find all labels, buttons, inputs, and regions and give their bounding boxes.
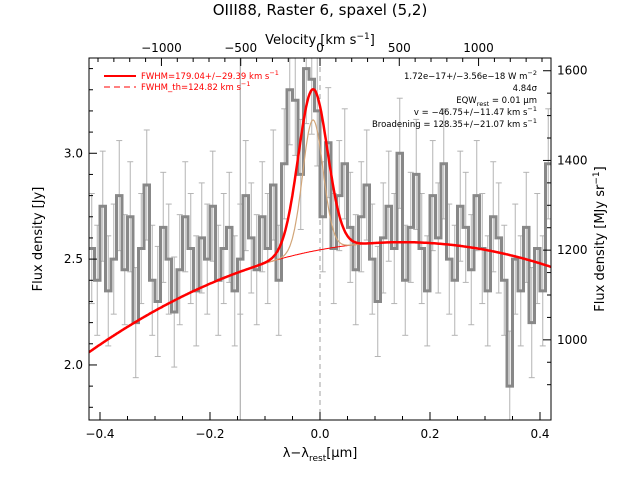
right-tick-label: 1000	[557, 333, 588, 347]
y-tick-label: 2.5	[64, 252, 83, 266]
data-histogram	[89, 67, 551, 388]
y-tick-label: 3.0	[64, 146, 83, 160]
top-axis-label: Velocity [km s−1]	[265, 32, 375, 48]
annotation-velocity: v = −46.75+/−11.47 km s−1	[414, 105, 537, 118]
top-tick-label: 1000	[463, 41, 494, 55]
y-right-axis-label: Flux density [MJy sr−1]	[592, 166, 608, 311]
legend-entry-fwhm: FWHM=179.04+/−29.39 km s−1	[141, 69, 279, 82]
top-tick-label: −1000	[141, 41, 182, 55]
fit-annotations: 1.72e−17+/−3.56e−18 W m−2 4.84σ EQWrest …	[372, 69, 538, 130]
x-tick-label: −0.2	[195, 427, 224, 441]
top-tick-label: 500	[388, 41, 411, 55]
top-tick-label: −500	[224, 41, 257, 55]
chart-title: OIII88, Raster 6, spaxel (5,2)	[213, 1, 428, 19]
fit-curves	[89, 87, 551, 354]
x-tick-label: 0.0	[310, 427, 329, 441]
right-tick-label: 1600	[557, 64, 588, 78]
annotation-broadening: Broadening = 128.35+/−21.07 km s−1	[372, 117, 537, 130]
line-fit	[89, 87, 551, 354]
x-tick-label: 0.2	[420, 427, 439, 441]
data-series	[89, 67, 551, 388]
y-axis-label: Flux density [Jy]	[31, 187, 46, 292]
annotation-flux: 1.72e−17+/−3.56e−18 W m−2	[404, 69, 537, 82]
y-tick-label: 2.0	[64, 358, 83, 372]
annotation-eqw: EQWrest = 0.01 μm	[456, 96, 537, 108]
legend-entry-fwhm-th: FWHM_th=124.82 km s−1	[141, 80, 250, 93]
legend: FWHM=179.04+/−29.39 km s−1 FWHM_th=124.8…	[104, 69, 279, 93]
x-tick-label: 0.4	[530, 427, 549, 441]
annotation-snr: 4.84σ	[513, 84, 538, 94]
right-tick-label: 1200	[557, 243, 588, 257]
x-tick-label: −0.4	[85, 427, 114, 441]
x-axis-label: λ−λrest[μm]	[283, 446, 358, 464]
right-tick-label: 1400	[557, 153, 588, 167]
axis-ticks: −0.4 −0.2 0.0 0.2 0.4 −1000 −500 0 500 1000 2.0 2.5…	[64, 41, 588, 441]
top-tick-label: 0	[316, 41, 324, 55]
